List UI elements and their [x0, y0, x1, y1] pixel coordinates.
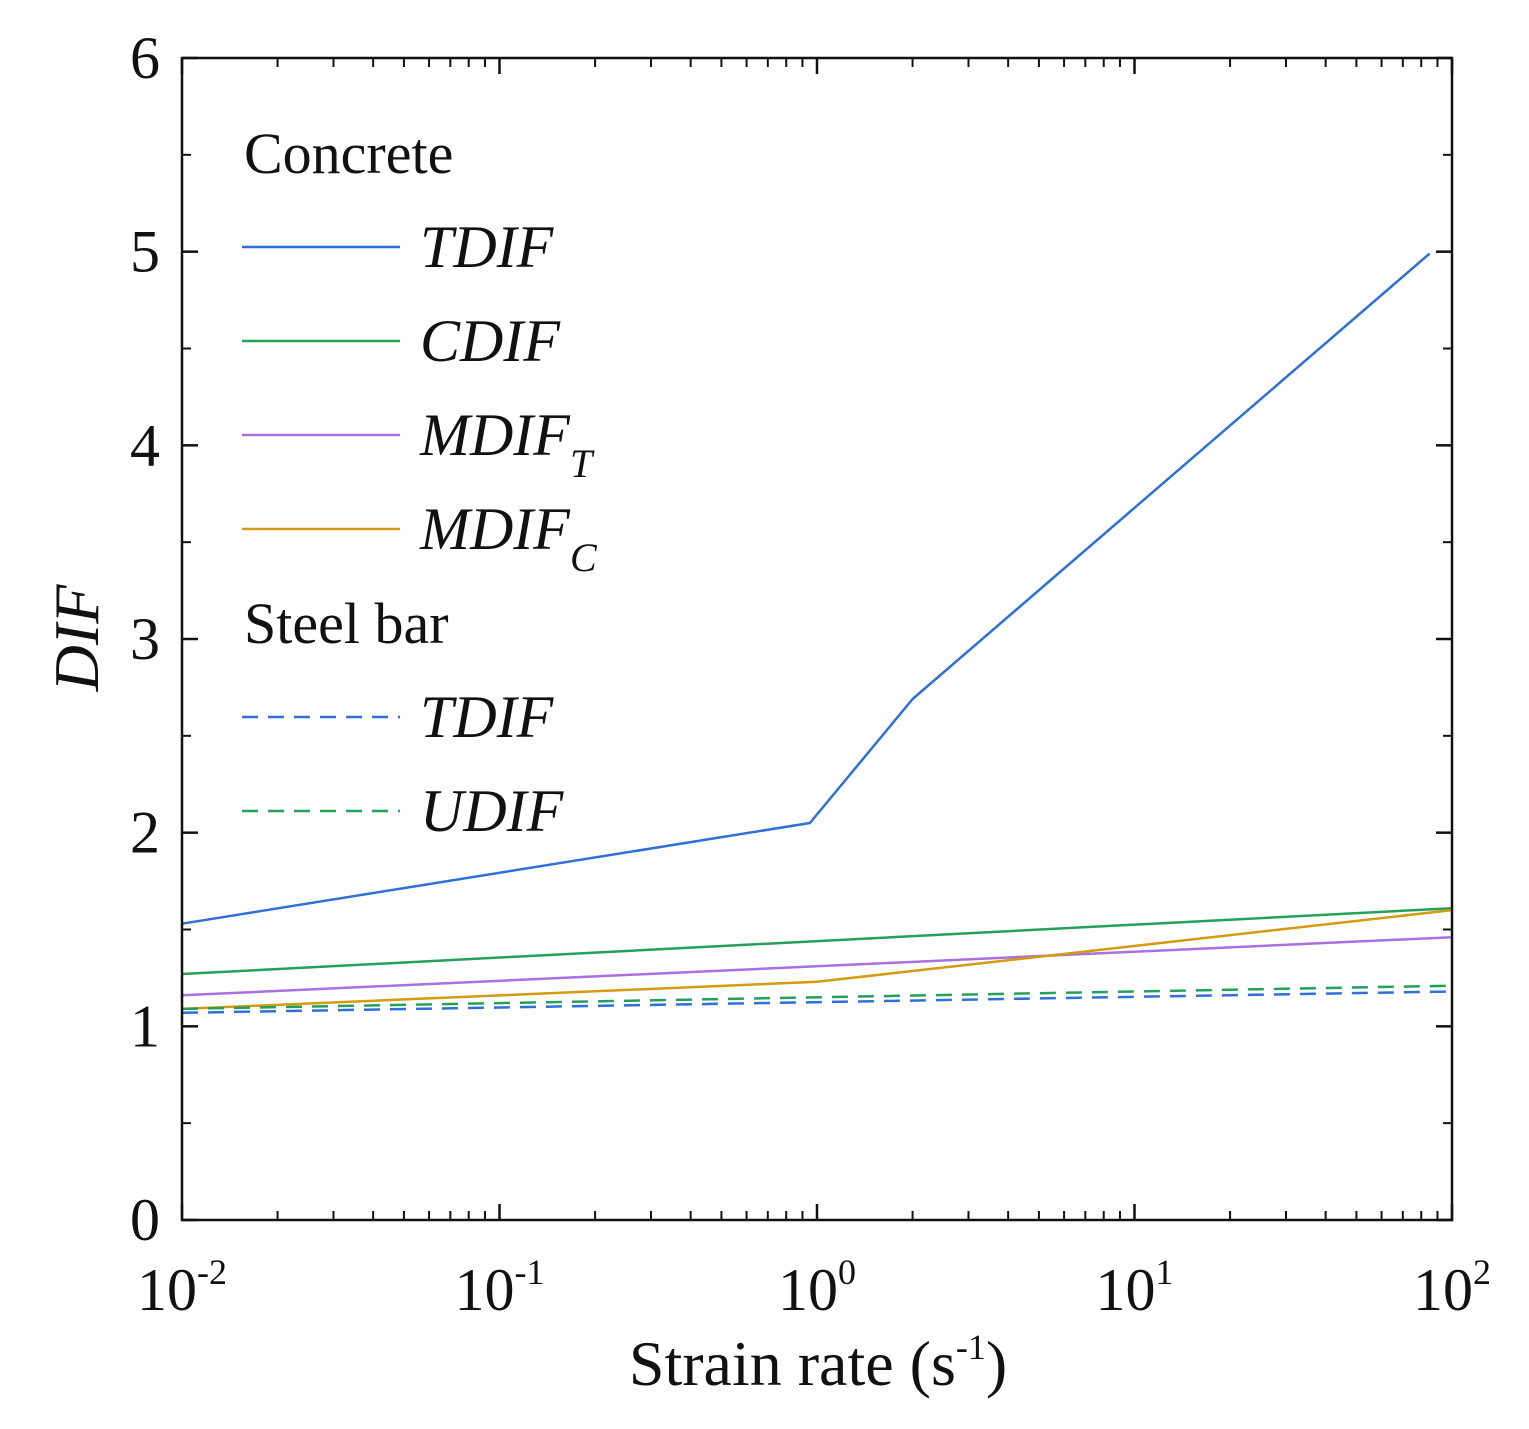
x-tick-label-base: 10	[455, 1257, 515, 1323]
legend-label-subscript: T	[570, 441, 595, 486]
series-line-2	[181, 935, 1453, 997]
x-tick-label-base: 10	[1413, 1257, 1473, 1323]
legend-label: MDIFT	[419, 402, 595, 486]
legend-label-text: MDIF	[419, 402, 571, 468]
legend-label-text: TDIF	[420, 214, 555, 280]
x-axis-title: Strain rate (s-1)	[629, 1327, 1007, 1399]
y-tick-label: 5	[130, 219, 160, 285]
legend-heading: Steel bar	[244, 591, 449, 656]
y-axis-title: DIF	[41, 584, 112, 693]
series-layer	[181, 252, 1453, 1015]
plot-frame	[180, 56, 1454, 1222]
legend-label-text: TDIF	[420, 684, 555, 750]
x-tick-label: 102	[1413, 1252, 1491, 1323]
legend-label-text: CDIF	[420, 308, 561, 374]
y-tick-label: 4	[130, 412, 160, 478]
y-tick-label: 0	[130, 1187, 160, 1253]
x-axis-title-text: Strain rate (s	[629, 1328, 956, 1399]
y-tick-label: 3	[130, 606, 160, 672]
x-tick-label-exponent: -1	[515, 1252, 545, 1292]
series-line-0	[181, 252, 1431, 925]
x-tick-labels: 10-2 10-1 100 101 102	[137, 1252, 1491, 1323]
legend-label: CDIF	[420, 308, 561, 374]
x-tick-label: 101	[1096, 1252, 1174, 1323]
x-tick-label: 10-1	[455, 1252, 545, 1323]
x-tick-label: 100	[778, 1252, 856, 1323]
x-axis-title-close: )	[986, 1328, 1007, 1399]
series-line-3	[181, 908, 1453, 1011]
x-tick-label-exponent: 1	[1156, 1252, 1174, 1292]
legend-heading: Concrete	[244, 121, 453, 186]
y-tick-label: 6	[130, 25, 160, 91]
y-tick-label: 2	[130, 800, 160, 866]
series-line-4	[181, 990, 1453, 1015]
legend-label: MDIFC	[419, 496, 598, 580]
y-tick-label: 1	[130, 993, 160, 1059]
x-tick-label-exponent: 0	[838, 1252, 856, 1292]
legend-label-text: MDIF	[419, 496, 571, 562]
x-tick-label-exponent: 2	[1473, 1252, 1491, 1292]
legend-label-text: UDIF	[420, 778, 565, 844]
series-line-1	[181, 906, 1453, 976]
x-tick-label-exponent: -2	[197, 1252, 227, 1292]
x-tick-label-base: 10	[778, 1257, 838, 1323]
minor-ticks	[182, 58, 1452, 1220]
x-tick-label: 10-2	[137, 1252, 227, 1323]
legend-label: TDIF	[420, 684, 555, 750]
series-line-5	[181, 984, 1453, 1011]
y-tick-labels: 0 1 2 3 4 5 6	[130, 25, 160, 1253]
x-tick-label-base: 10	[137, 1257, 197, 1323]
legend-label: UDIF	[420, 778, 565, 844]
legend-label-subscript: C	[570, 535, 598, 580]
x-axis-title-superscript: -1	[956, 1327, 986, 1367]
legend-label: TDIF	[420, 214, 555, 280]
x-tick-label-base: 10	[1096, 1257, 1156, 1323]
